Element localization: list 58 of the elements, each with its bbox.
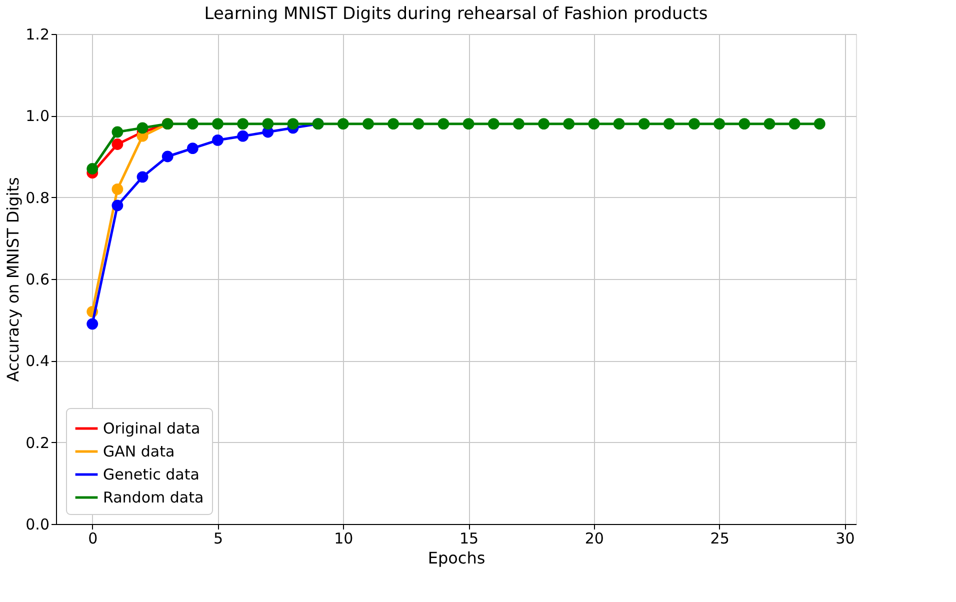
point <box>212 118 224 130</box>
legend-label: Original data <box>103 420 200 438</box>
x-tick-label: 25 <box>710 530 730 548</box>
point <box>186 142 198 154</box>
y-tick-label: 0.2 <box>26 434 50 452</box>
point <box>714 118 726 130</box>
x-tick-label: 15 <box>459 530 479 548</box>
point <box>237 118 249 130</box>
legend-label: GAN data <box>103 442 175 460</box>
x-tick-label: 30 <box>836 530 855 548</box>
x-tick-label: 10 <box>334 530 354 548</box>
point <box>237 130 249 142</box>
point <box>563 118 575 130</box>
point <box>112 183 124 195</box>
point <box>613 118 625 130</box>
point <box>764 118 776 130</box>
point <box>412 118 424 130</box>
y-tick-label: 0.8 <box>26 188 50 207</box>
y-axis-title: Accuracy on MNIST Digits <box>4 177 23 382</box>
point <box>136 122 148 134</box>
point <box>538 118 550 130</box>
point <box>86 318 98 330</box>
legend-label: Random data <box>103 488 204 506</box>
point <box>112 200 124 212</box>
y-tick-label: 0.0 <box>26 516 50 534</box>
point <box>814 118 826 130</box>
x-tick-label: 20 <box>584 530 604 548</box>
legend-label: Genetic data <box>103 466 200 484</box>
point <box>788 118 800 130</box>
point <box>462 118 474 130</box>
y-tick-label: 1.2 <box>26 26 50 44</box>
point <box>738 118 750 130</box>
point <box>212 134 224 146</box>
point <box>638 118 650 130</box>
point <box>438 118 450 130</box>
point <box>388 118 400 130</box>
point <box>136 171 148 183</box>
x-axis-title: Epochs <box>428 548 486 568</box>
point <box>86 163 98 174</box>
x-tick-label: 5 <box>213 530 224 548</box>
point <box>162 150 174 162</box>
point <box>112 138 124 150</box>
point <box>362 118 374 130</box>
x-tick-label: 0 <box>88 530 98 548</box>
point <box>588 118 600 130</box>
y-tick-label: 0.4 <box>26 352 50 370</box>
point <box>186 118 198 130</box>
y-tick-label: 0.6 <box>26 270 50 288</box>
point <box>488 118 500 130</box>
point <box>337 118 349 130</box>
point <box>112 126 124 138</box>
point <box>512 118 524 130</box>
y-tick-label: 1.0 <box>26 107 50 126</box>
point <box>663 118 675 130</box>
chart-title: Learning MNIST Digits during rehearsal of Fashion products <box>204 4 708 24</box>
point <box>262 118 274 130</box>
point <box>688 118 700 130</box>
point <box>287 118 299 130</box>
